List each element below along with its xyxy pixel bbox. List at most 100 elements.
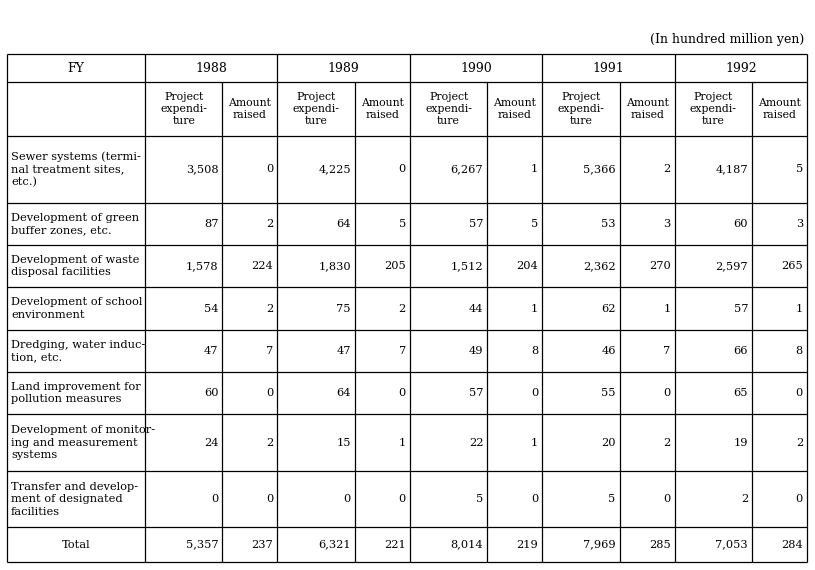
Text: Land improvement for
pollution measures: Land improvement for pollution measures [11, 382, 141, 405]
Text: 270: 270 [649, 261, 671, 271]
Text: 64: 64 [337, 388, 350, 398]
Text: (In hundred million yen): (In hundred million yen) [650, 34, 804, 47]
Text: 1,578: 1,578 [186, 261, 218, 271]
Text: Transfer and develop-
ment of designated
facilities: Transfer and develop- ment of designated… [11, 482, 138, 516]
Text: 44: 44 [469, 304, 483, 314]
Text: 2: 2 [663, 164, 671, 174]
Text: 1989: 1989 [328, 62, 359, 75]
Text: 5,357: 5,357 [186, 540, 218, 549]
Text: Amount
raised: Amount raised [493, 98, 536, 120]
Text: 221: 221 [384, 540, 406, 549]
Text: 265: 265 [782, 261, 803, 271]
Text: 0: 0 [267, 388, 273, 398]
Text: Amount
raised: Amount raised [758, 98, 801, 120]
Text: 7,969: 7,969 [583, 540, 615, 549]
Text: 5: 5 [609, 494, 615, 504]
Text: 62: 62 [601, 304, 615, 314]
Text: 7: 7 [399, 346, 406, 356]
Text: 2: 2 [267, 304, 273, 314]
Text: Project
expendi-
ture: Project expendi- ture [161, 92, 207, 127]
Text: 6,267: 6,267 [451, 164, 483, 174]
Text: 1: 1 [399, 438, 406, 447]
Text: 1: 1 [663, 304, 671, 314]
Text: 24: 24 [204, 438, 218, 447]
Text: 7,053: 7,053 [716, 540, 748, 549]
Text: 1: 1 [531, 438, 538, 447]
Text: 22: 22 [469, 438, 483, 447]
Text: 2: 2 [795, 438, 803, 447]
Text: 5,366: 5,366 [583, 164, 615, 174]
Text: 1988: 1988 [196, 62, 227, 75]
Text: 2: 2 [267, 219, 273, 229]
Text: 57: 57 [469, 219, 483, 229]
Text: 1991: 1991 [593, 62, 624, 75]
Text: 1: 1 [531, 304, 538, 314]
Text: 0: 0 [795, 494, 803, 504]
Text: FY: FY [68, 62, 85, 75]
Text: 2,362: 2,362 [583, 261, 615, 271]
Text: 1,512: 1,512 [451, 261, 483, 271]
Text: 8: 8 [531, 346, 538, 356]
Text: Development of monitor-
ing and measurement
systems: Development of monitor- ing and measurem… [11, 425, 155, 460]
Text: 1: 1 [531, 164, 538, 174]
Text: 5: 5 [399, 219, 406, 229]
Text: Dredging, water induc-
tion, etc.: Dredging, water induc- tion, etc. [11, 340, 145, 362]
Text: 219: 219 [517, 540, 538, 549]
Text: 1992: 1992 [725, 62, 756, 75]
Text: 3,508: 3,508 [186, 164, 218, 174]
Text: 8: 8 [795, 346, 803, 356]
Text: Project
expendi-
ture: Project expendi- ture [293, 92, 340, 127]
Text: 65: 65 [734, 388, 748, 398]
Text: Sewer systems (termi-
nal treatment sites,
etc.): Sewer systems (termi- nal treatment site… [11, 152, 141, 188]
Text: 4,225: 4,225 [318, 164, 350, 174]
Text: 60: 60 [734, 219, 748, 229]
Text: 0: 0 [344, 494, 350, 504]
Text: 0: 0 [531, 388, 538, 398]
Text: 5: 5 [795, 164, 803, 174]
Text: 2: 2 [267, 438, 273, 447]
Text: 0: 0 [267, 164, 273, 174]
Text: 2,597: 2,597 [716, 261, 748, 271]
Text: 60: 60 [204, 388, 218, 398]
Text: 55: 55 [601, 388, 615, 398]
Text: 64: 64 [337, 219, 350, 229]
Text: 285: 285 [649, 540, 671, 549]
Text: Project
expendi-
ture: Project expendi- ture [557, 92, 605, 127]
Text: 15: 15 [337, 438, 350, 447]
Text: 1990: 1990 [460, 62, 492, 75]
Text: 47: 47 [337, 346, 350, 356]
Text: 53: 53 [601, 219, 615, 229]
Text: 284: 284 [782, 540, 803, 549]
Text: 5: 5 [531, 219, 538, 229]
Text: 2: 2 [663, 438, 671, 447]
Text: 7: 7 [663, 346, 671, 356]
Text: 224: 224 [252, 261, 273, 271]
Text: 19: 19 [734, 438, 748, 447]
Text: 6,321: 6,321 [318, 540, 350, 549]
Text: 66: 66 [734, 346, 748, 356]
Text: 0: 0 [211, 494, 218, 504]
Text: 2: 2 [399, 304, 406, 314]
Text: 0: 0 [795, 388, 803, 398]
Text: 57: 57 [469, 388, 483, 398]
Text: 20: 20 [601, 438, 615, 447]
Text: 237: 237 [252, 540, 273, 549]
Text: Amount
raised: Amount raised [228, 98, 271, 120]
Text: 0: 0 [531, 494, 538, 504]
Text: 46: 46 [601, 346, 615, 356]
Text: Development of green
buffer zones, etc.: Development of green buffer zones, etc. [11, 213, 139, 235]
Text: 3: 3 [795, 219, 803, 229]
Text: Project
expendi-
ture: Project expendi- ture [425, 92, 472, 127]
Text: 47: 47 [204, 346, 218, 356]
Text: 8,014: 8,014 [451, 540, 483, 549]
Text: 87: 87 [204, 219, 218, 229]
Text: Development of waste
disposal facilities: Development of waste disposal facilities [11, 255, 139, 278]
Text: 0: 0 [267, 494, 273, 504]
Text: 2: 2 [741, 494, 748, 504]
Text: 4,187: 4,187 [716, 164, 748, 174]
Text: Project
expendi-
ture: Project expendi- ture [689, 92, 737, 127]
Text: Amount
raised: Amount raised [626, 98, 668, 120]
Text: 1: 1 [795, 304, 803, 314]
Text: 75: 75 [337, 304, 350, 314]
Text: 204: 204 [517, 261, 538, 271]
